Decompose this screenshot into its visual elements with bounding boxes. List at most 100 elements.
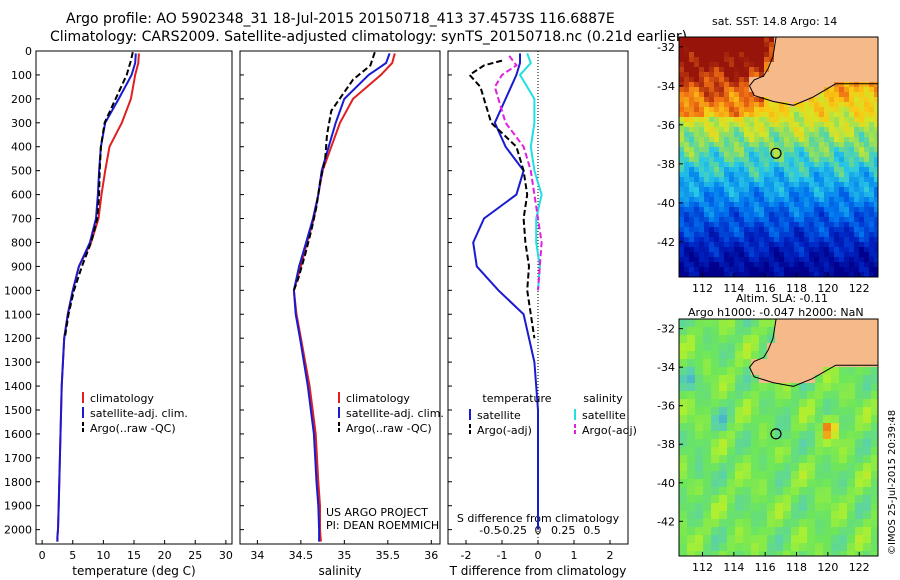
map-y-tick-label: -34 <box>657 361 675 374</box>
series-line-argo-raw-qc- <box>292 51 376 291</box>
top-tick-label: 0.25 <box>551 524 576 537</box>
y-tick-label: 900 <box>11 260 32 273</box>
x-tick-label: 34.5 <box>289 549 314 562</box>
panel-frame-sal <box>239 50 441 545</box>
sst-map-field <box>679 37 878 277</box>
panel-frame-temp <box>35 50 233 545</box>
y-tick-label: 400 <box>11 141 32 154</box>
x-tick-label: -1 <box>497 549 508 562</box>
y-tick-label: 300 <box>11 117 32 130</box>
map-x-tick-label: 112 <box>692 561 713 574</box>
series-line-satellite-adj-clim- <box>56 53 137 542</box>
y-tick-label: 700 <box>11 213 32 226</box>
sst-argo-marker <box>770 147 782 159</box>
map-x-tick-label: 120 <box>817 561 838 574</box>
sla-map-title-line2: Argo h1000: -0.047 h2000: NaN <box>688 306 864 319</box>
legend-label: Argo(..raw -QC) <box>90 422 176 435</box>
x-tick-label: 34 <box>250 549 264 562</box>
map-y-tick-label: -36 <box>657 400 675 413</box>
top-tick-label: -0.5 <box>479 524 500 537</box>
series-line-temperature-argo-adj- <box>468 59 536 339</box>
sla-map-field <box>679 319 878 556</box>
map-y-tick-label: -32 <box>657 41 675 54</box>
y-tick-label: 1300 <box>4 356 32 369</box>
sla-coastline <box>748 318 878 387</box>
y-tick-label: 1900 <box>4 500 32 513</box>
legend-label: climatology <box>346 392 410 405</box>
y-tick-label: 1600 <box>4 428 32 441</box>
figure-title-line1: Argo profile: AO 5902348_31 18-Jul-2015 … <box>66 11 615 27</box>
map-x-tick-label: 112 <box>692 282 713 295</box>
x-tick-label: -2 <box>461 549 472 562</box>
project-line2: PI: DEAN ROEMMICH <box>326 519 440 532</box>
x-tick-label: 0 <box>39 549 46 562</box>
sst-map-title: sat. SST: 14.8 Argo: 14 <box>712 15 838 28</box>
legend-label: satellite-adj. clim. <box>346 407 444 420</box>
y-tick-label: 200 <box>11 93 32 106</box>
map-x-tick-label: 116 <box>755 561 776 574</box>
top-tick-label: 0 <box>535 524 542 537</box>
legend-label: satellite <box>582 409 626 422</box>
y-tick-label: 2000 <box>4 524 32 537</box>
map-y-tick-label: -38 <box>657 438 675 451</box>
y-tick-label: 1200 <box>4 332 32 345</box>
project-line1: US ARGO PROJECT <box>326 506 428 519</box>
y-tick-label: 1800 <box>4 476 32 489</box>
legend-label: Argo(..raw -QC) <box>346 422 432 435</box>
legend-label: satellite-adj. clim. <box>90 407 188 420</box>
sla-argo-marker <box>770 428 782 440</box>
series-line-satellite-adj-clim- <box>292 53 391 542</box>
map-x-tick-label: 118 <box>786 282 807 295</box>
y-tick-label: 1100 <box>4 308 32 321</box>
map-y-tick-label: -42 <box>657 515 675 528</box>
series-line-climatology <box>56 53 140 542</box>
x-tick-label: 0 <box>535 549 542 562</box>
x-axis-label-diff: T difference from climatology <box>449 564 627 578</box>
y-tick-label: 1400 <box>4 380 32 393</box>
map-y-tick-label: -40 <box>657 197 675 210</box>
series-line-argo-raw-qc- <box>63 51 134 339</box>
x-axis-label-temp: temperature (deg C) <box>72 564 195 578</box>
y-tick-label: 1000 <box>4 284 32 297</box>
y-tick-label: 800 <box>11 236 32 249</box>
map-y-tick-label: -32 <box>657 323 675 336</box>
sla-map-title-line1: Altim. SLA: -0.11 <box>736 292 829 305</box>
map-x-tick-label: 116 <box>755 282 776 295</box>
series-line-salinity-satellite <box>518 53 543 291</box>
legend-label: Argo(-adj) <box>477 424 532 437</box>
legend-title-salinity: salinity <box>583 392 623 405</box>
x-tick-label: 1 <box>571 549 578 562</box>
series-line-salinity-argo-adj- <box>493 55 543 291</box>
y-tick-label: 0 <box>25 45 32 58</box>
series-line-climatology <box>292 53 396 542</box>
map-x-tick-label: 122 <box>849 561 870 574</box>
y-tick-label: 100 <box>11 69 32 82</box>
x-tick-label: 10 <box>96 549 110 562</box>
legend-label: satellite <box>477 409 521 422</box>
x-tick-label: 36 <box>424 549 438 562</box>
map-y-tick-label: -40 <box>657 477 675 490</box>
top-tick-label: -0.25 <box>499 524 527 537</box>
map-x-tick-label: 120 <box>817 282 838 295</box>
map-y-tick-label: -42 <box>657 236 675 249</box>
sla-map-frame <box>678 318 879 557</box>
map-x-tick-label: 114 <box>723 282 744 295</box>
x-tick-label: 25 <box>188 549 202 562</box>
x-tick-label: 30 <box>219 549 233 562</box>
series-line-temperature-satellite <box>472 53 539 530</box>
top-tick-label: 0.5 <box>583 524 601 537</box>
map-y-tick-label: -34 <box>657 80 675 93</box>
legend-label: climatology <box>90 392 154 405</box>
x-tick-label: 35 <box>337 549 351 562</box>
y-tick-label: 500 <box>11 165 32 178</box>
legend-title-temperature: temperature <box>482 392 551 405</box>
x-tick-label: 5 <box>69 549 76 562</box>
map-x-tick-label: 118 <box>786 561 807 574</box>
sst-map-frame <box>678 36 879 278</box>
map-y-tick-label: -38 <box>657 158 675 171</box>
sst-coastline <box>748 36 878 106</box>
x-tick-label: 20 <box>158 549 172 562</box>
map-y-tick-label: -36 <box>657 119 675 132</box>
x-tick-label: 2 <box>607 549 614 562</box>
